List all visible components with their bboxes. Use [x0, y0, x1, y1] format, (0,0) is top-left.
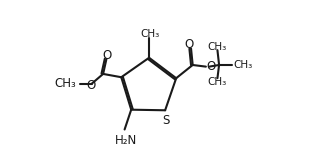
Text: O: O [185, 38, 194, 51]
Text: O: O [103, 49, 112, 62]
Text: S: S [162, 114, 170, 127]
Text: O: O [87, 79, 96, 92]
Text: CH₃: CH₃ [208, 42, 227, 51]
Text: CH₃: CH₃ [208, 77, 227, 87]
Text: CH₃: CH₃ [141, 29, 160, 39]
Text: CH₃: CH₃ [233, 60, 252, 70]
Text: O: O [207, 60, 216, 73]
Text: CH₃: CH₃ [54, 77, 76, 90]
Text: H₂N: H₂N [115, 134, 137, 147]
